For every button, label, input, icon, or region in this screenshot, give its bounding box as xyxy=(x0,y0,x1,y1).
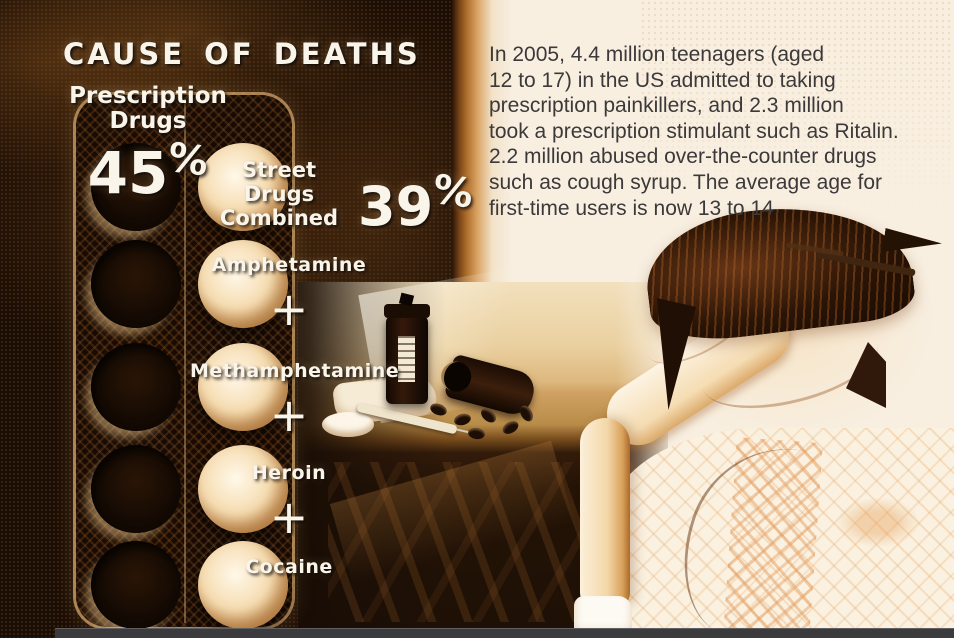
plus-sign: + xyxy=(269,282,309,336)
blister-pill-empty xyxy=(91,445,181,533)
spilled-pill xyxy=(517,403,536,424)
spilled-pill xyxy=(467,426,486,441)
drug-item-methamphetamine: Methamphetamine xyxy=(190,360,400,382)
spilled-pill xyxy=(500,418,521,437)
body-text-line: In 2005, 4.4 million teenagers (aged xyxy=(489,43,825,66)
blister-pill-full xyxy=(198,445,288,533)
percent-sign: % xyxy=(165,134,212,186)
drug-item-heroin: Heroin xyxy=(251,462,327,484)
prescription-label-line2: Drugs xyxy=(109,108,187,134)
body-text-line: prescription painkillers, and 2.3 millio… xyxy=(489,94,844,118)
body-text-line: first-time users is now 13 to 14. xyxy=(489,196,780,220)
street-drugs-stat: Street Drugs Combined 39% xyxy=(212,158,476,234)
prescription-drugs-stat: Prescription Drugs 45% xyxy=(42,83,254,203)
blister-pill-empty xyxy=(91,240,181,328)
prescription-label-line1: Prescription xyxy=(69,83,227,109)
pill-bottle-cap xyxy=(384,304,430,318)
bottom-bar xyxy=(55,628,954,638)
plus-sign: + xyxy=(269,490,309,544)
body-text-line: took a prescription stimulant such as Ri… xyxy=(489,119,899,143)
street-value: 39% xyxy=(358,166,476,234)
quilt-pattern xyxy=(608,428,954,638)
body-text: In 2005, 4.4 million teenagers (aged 12 … xyxy=(489,42,899,221)
body-text-line: such as cough syrup. The average age for xyxy=(489,170,883,194)
plus-sign: + xyxy=(269,388,309,442)
blister-pill-empty xyxy=(91,143,181,231)
prescription-value: 45% xyxy=(42,134,254,202)
small-dish xyxy=(322,412,374,437)
blister-pill-full xyxy=(198,541,288,629)
street-label-line2: Drugs xyxy=(243,182,315,206)
street-label-line1: Street xyxy=(241,158,317,182)
street-drugs-list: Amphetamine + Methamphetamine + Heroin +… xyxy=(190,250,400,595)
poster-title: CAUSE OF DEATHS xyxy=(63,37,421,71)
girl-hanging-arm xyxy=(580,418,630,610)
pill-bottle-upright xyxy=(384,292,430,404)
percent-sign: % xyxy=(430,166,477,218)
blister-pill-full xyxy=(198,240,288,328)
body-text-line: 2.2 million abused over-the-counter drug… xyxy=(489,145,877,169)
body-text-line: 12 to 17) in the US admitted to taking xyxy=(489,68,836,92)
drug-item-cocaine: Cocaine xyxy=(245,556,333,578)
prescription-percent-number: 45 xyxy=(87,139,169,207)
pill-bottle-label xyxy=(398,336,415,382)
blister-pill-empty xyxy=(91,541,181,629)
pill-blister-pack xyxy=(73,92,295,630)
street-percent-number: 39 xyxy=(358,175,434,238)
blister-pill-empty xyxy=(91,343,181,431)
street-label-line3: Combined xyxy=(219,206,339,230)
blister-pill-full xyxy=(198,143,288,231)
drug-item-amphetamine: Amphetamine xyxy=(211,254,367,276)
grain-texture xyxy=(640,0,954,210)
street-drugs-label: Street Drugs Combined xyxy=(212,158,346,230)
blister-pill-full xyxy=(198,343,288,431)
